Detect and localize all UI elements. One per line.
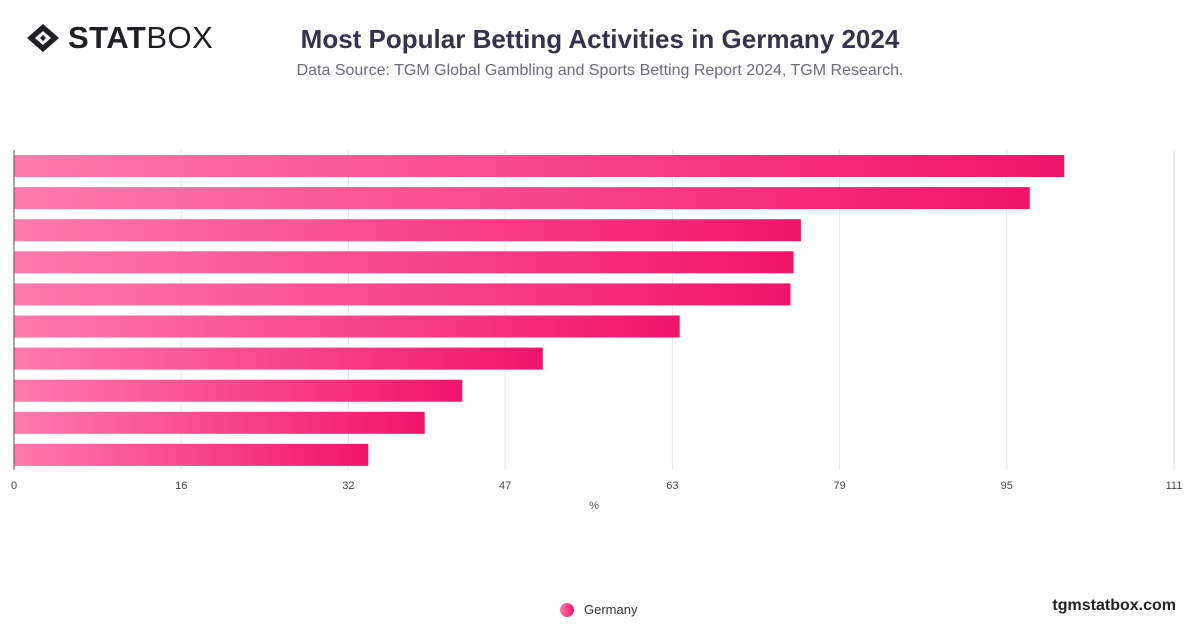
x-axis-label: %	[589, 500, 599, 512]
bar[interactable]	[14, 443, 369, 466]
legend-label-germany: Germany	[584, 602, 638, 617]
x-axis-ticks: 0 16 32 47 63 79 95 111	[11, 480, 1182, 492]
bar[interactable]	[14, 379, 463, 402]
bar[interactable]	[14, 187, 1030, 210]
bar[interactable]	[14, 219, 801, 242]
x-tick-label: 111	[1166, 480, 1183, 492]
x-tick-label: 95	[1001, 480, 1013, 492]
bar[interactable]	[14, 283, 791, 306]
bar[interactable]	[14, 155, 1065, 177]
x-tick-label: 47	[499, 480, 511, 492]
x-tick-label: 16	[175, 480, 187, 492]
bar[interactable]	[14, 315, 680, 338]
bars	[14, 155, 1065, 466]
bar[interactable]	[14, 411, 425, 434]
chart-subtitle: Data Source: TGM Global Gambling and Spo…	[296, 62, 904, 79]
logo-light-text: BOX	[146, 20, 214, 55]
chart-title: Most Popular Betting Activities in Germa…	[300, 24, 900, 54]
statbox-logo: STATBOX	[26, 22, 213, 53]
logo-text: STATBOX	[68, 22, 213, 53]
legend-marker-germany	[560, 602, 574, 617]
statbox-diamond-icon	[27, 23, 59, 52]
x-tick-label: 0	[11, 480, 17, 492]
x-tick-label: 32	[342, 480, 354, 492]
watermark-url: tgmstatbox.com	[1052, 597, 1176, 614]
bar[interactable]	[14, 251, 794, 274]
bar[interactable]	[14, 347, 543, 370]
logo-bold-text: STAT	[68, 20, 147, 55]
legend[interactable]: Germany	[560, 602, 637, 617]
x-tick-label: 63	[666, 480, 678, 492]
x-tick-label: 79	[833, 480, 845, 492]
